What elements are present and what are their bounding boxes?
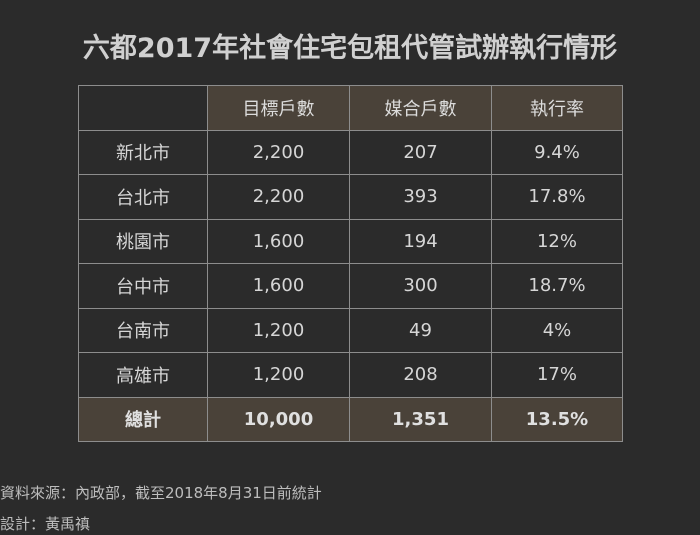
total-row: 總計 10,000 1,351 13.5%: [78, 396, 623, 442]
rate-cell: 12%: [491, 218, 623, 264]
city-cell: 台中市: [78, 263, 208, 309]
target-cell: 2,200: [207, 129, 350, 175]
total-matched-cell: 1,351: [349, 396, 492, 442]
rate-cell: 9.4%: [491, 129, 623, 175]
page-title: 六都2017年社會住宅包租代管試辦執行情形: [82, 33, 618, 64]
header-execution-rate: 執行率: [491, 85, 623, 131]
table-header-row: 目標戶數 媒合戶數 執行率: [78, 85, 623, 131]
total-rate-cell: 13.5%: [491, 396, 623, 442]
source-note: 資料來源：內政部，截至2018年8月31日前統計: [0, 484, 322, 502]
city-cell: 高雄市: [78, 352, 208, 398]
city-cell: 新北市: [78, 129, 208, 175]
matched-cell: 207: [349, 129, 492, 175]
statistics-table: 目標戶數 媒合戶數 執行率 新北市 2,200 207 9.4% 台北市 2,2…: [78, 85, 623, 442]
table-row: 台中市 1,600 300 18.7%: [78, 263, 623, 309]
table-row: 台南市 1,200 49 4%: [78, 307, 623, 353]
table-row: 桃園市 1,600 194 12%: [78, 218, 623, 264]
total-target-cell: 10,000: [207, 396, 350, 442]
rate-cell: 18.7%: [491, 263, 623, 309]
matched-cell: 393: [349, 174, 492, 220]
matched-cell: 208: [349, 352, 492, 398]
city-cell: 台南市: [78, 307, 208, 353]
matched-cell: 194: [349, 218, 492, 264]
target-cell: 2,200: [207, 174, 350, 220]
header-corner-cell: [78, 85, 208, 131]
total-label-cell: 總計: [78, 396, 208, 442]
city-cell: 台北市: [78, 174, 208, 220]
city-cell: 桃園市: [78, 218, 208, 264]
matched-cell: 300: [349, 263, 492, 309]
header-target-households: 目標戶數: [207, 85, 350, 131]
rate-cell: 17%: [491, 352, 623, 398]
table-row: 高雄市 1,200 208 17%: [78, 352, 623, 398]
target-cell: 1,600: [207, 218, 350, 264]
table-row: 新北市 2,200 207 9.4%: [78, 129, 623, 175]
matched-cell: 49: [349, 307, 492, 353]
target-cell: 1,600: [207, 263, 350, 309]
designer-credit: 設計：黃禹禛: [0, 515, 91, 533]
rate-cell: 17.8%: [491, 174, 623, 220]
header-matched-households: 媒合戶數: [349, 85, 492, 131]
target-cell: 1,200: [207, 307, 350, 353]
rate-cell: 4%: [491, 307, 623, 353]
table-row: 台北市 2,200 393 17.8%: [78, 174, 623, 220]
target-cell: 1,200: [207, 352, 350, 398]
